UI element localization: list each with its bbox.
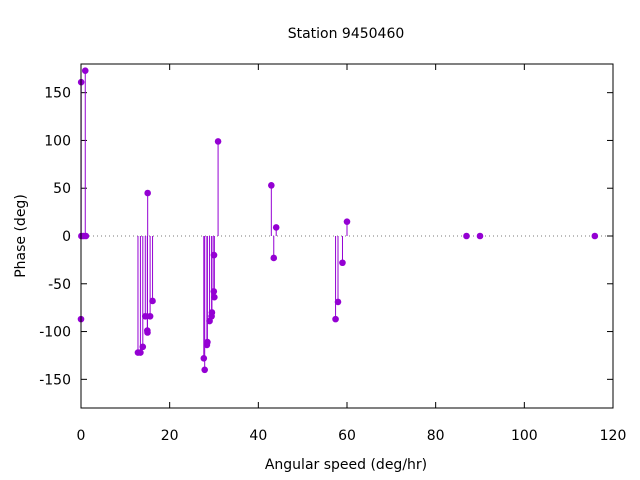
y-tick-label: 0 [62,229,71,245]
x-tick-label: 20 [161,428,179,444]
data-point [334,298,342,306]
data-point [268,182,275,189]
data-point [214,138,222,145]
x-tick-label: 40 [249,428,267,444]
y-axis-title: Phase (deg) [13,194,29,278]
data-point [144,189,151,197]
data-point [208,309,216,316]
x-tick-label: 100 [511,428,538,444]
y-tick-label: 50 [53,181,71,197]
plot-frame [80,63,614,409]
data-point [339,259,346,267]
data-point [82,232,90,240]
y-tick-label: -150 [39,372,71,388]
data-point [591,232,599,240]
data-point [332,315,339,323]
x-axis-title: Angular speed (deg/hr) [265,457,427,473]
data-point [137,349,144,356]
chart-title: Station 9450460 [288,26,405,42]
data-point [211,293,218,301]
data-point [210,288,218,295]
data-point [476,232,484,240]
y-tick-label: 100 [44,133,71,149]
data-point [201,366,208,374]
data-point [200,355,208,362]
y-tick-label: -100 [39,325,71,341]
x-tick-label: 0 [77,428,86,444]
data-point [146,312,154,320]
y-tick-label: 150 [44,86,71,102]
x-tick-label: 80 [427,428,445,444]
x-tick-label: 60 [338,428,356,444]
data-point [139,343,147,351]
axis-ticks: 0 20 40 60 80 100 120 -150 -100 -50 0 50 100 150 [39,64,626,444]
data-point [272,224,280,231]
x-tick-label: 120 [600,428,627,444]
data-point [343,218,351,225]
data-point [149,297,156,305]
data-point [81,67,89,74]
data-marks [77,67,599,374]
y-tick-label: -50 [48,277,71,293]
data-point [270,254,278,262]
data-point [204,338,211,346]
data-point [463,232,470,240]
data-point [144,329,151,336]
